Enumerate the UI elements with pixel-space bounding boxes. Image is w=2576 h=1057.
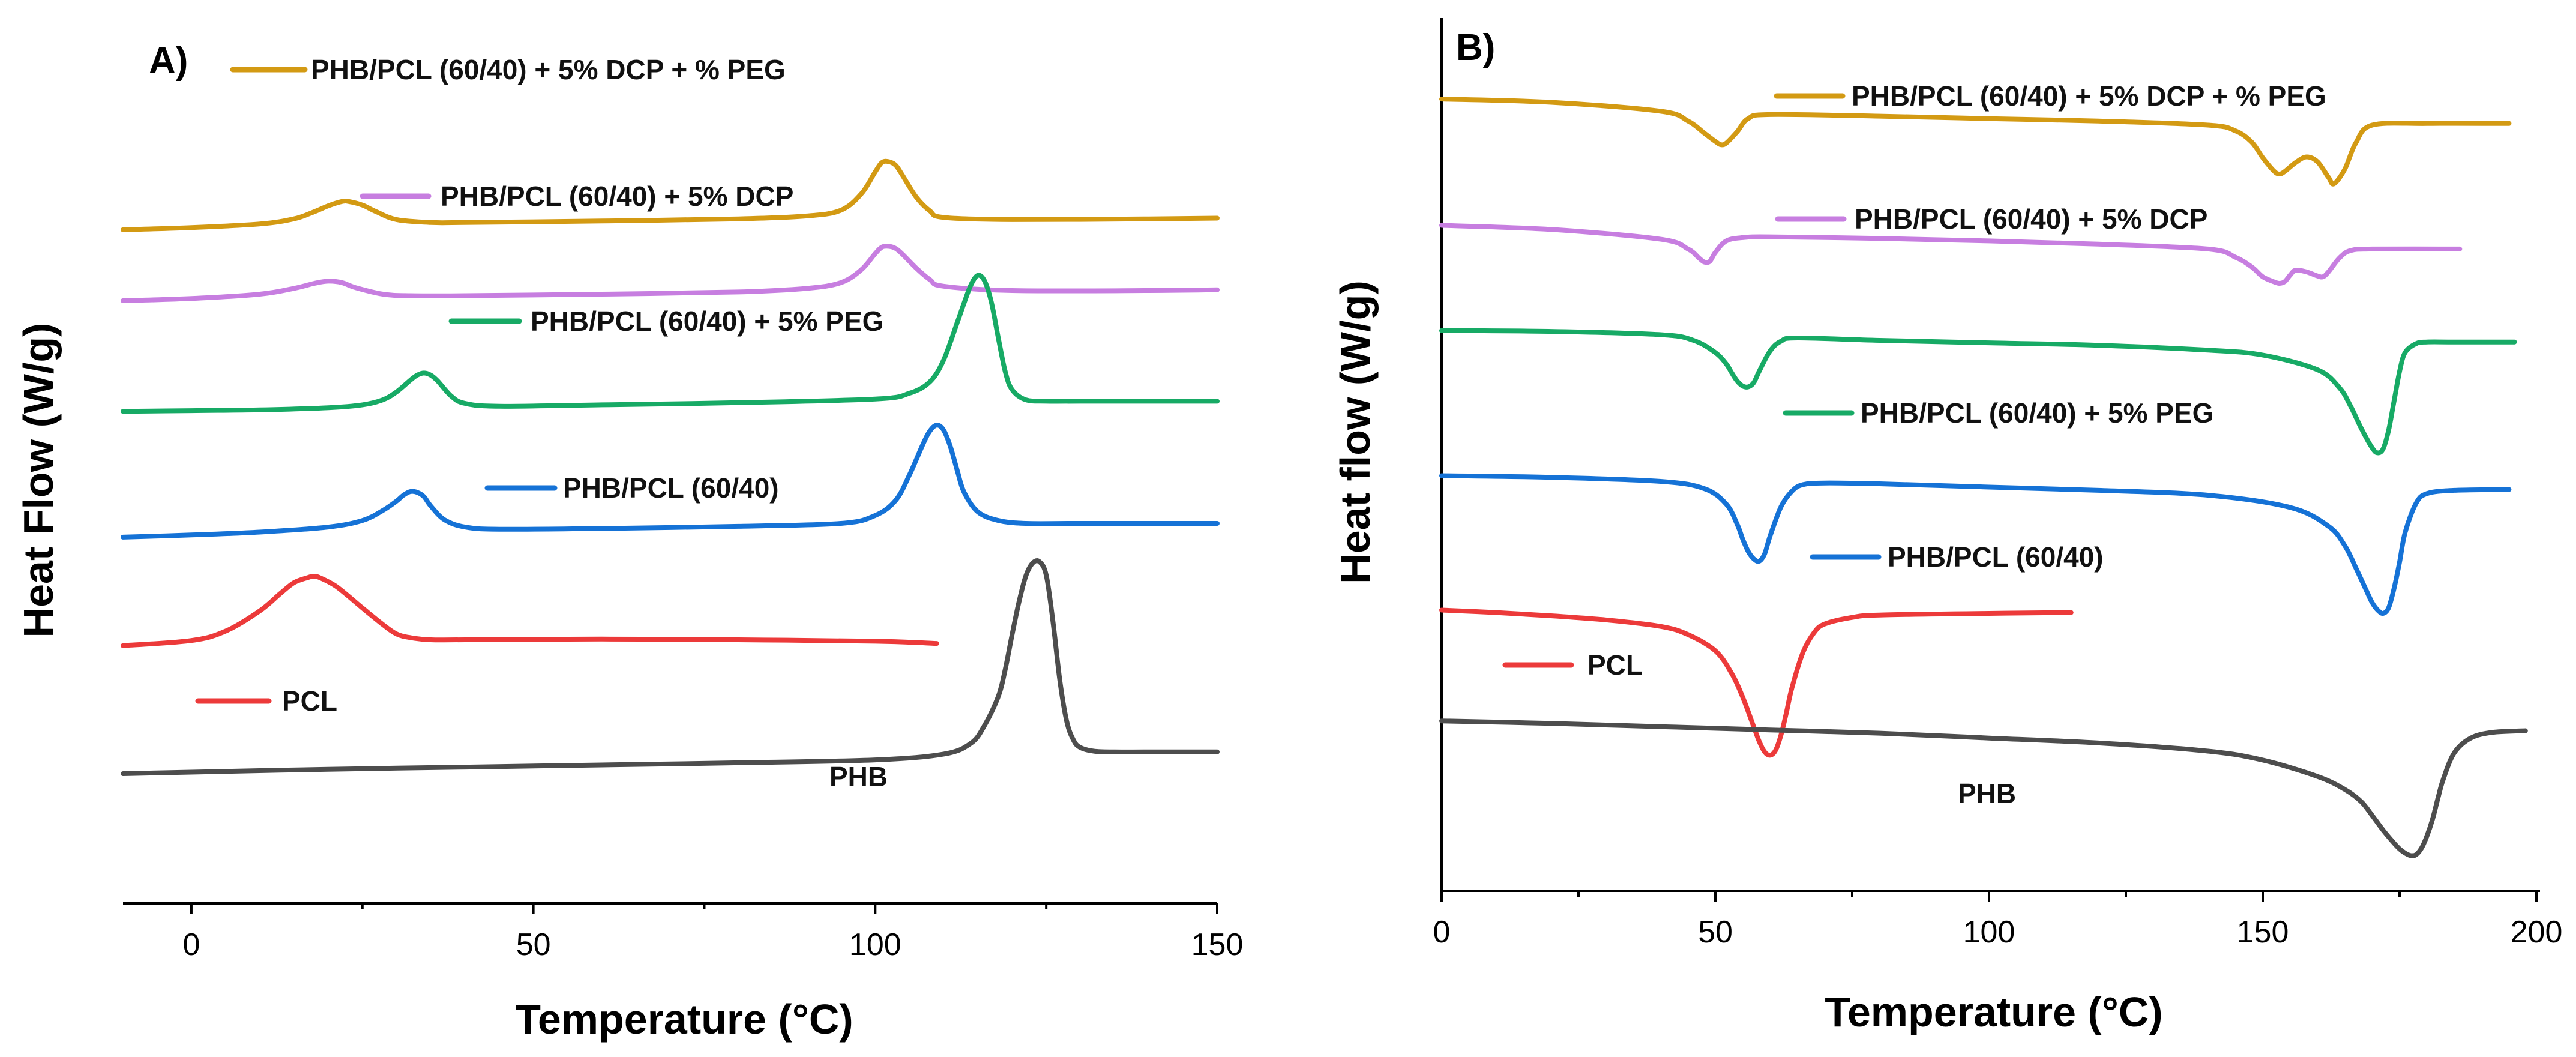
panel-b-legend-label-dcp: PHB/PCL (60/40) + 5% DCP	[1855, 203, 2207, 235]
panel-b-x-ticks: 0 50 100 150 200	[1433, 891, 2563, 950]
panel-b-series-pcl	[1439, 607, 2074, 758]
panel-a-chart: 0 50 100 150 A) Temperature (°C) Heat Flow …	[15, 40, 1243, 1043]
panel-a-legend-label-pcl: PCL	[282, 685, 337, 717]
panel-a-label: A)	[149, 40, 188, 82]
panel-a-series-phb-pcl-60-40-5-dcp	[121, 244, 1220, 303]
panel-b-label: B)	[1456, 27, 1495, 68]
panel-b-x-tick-label-150: 150	[2237, 915, 2289, 950]
panel-a-x-tick-label-150: 150	[1191, 927, 1244, 962]
panel-b-y-axis-title: Heat flow (W/g)	[1332, 280, 1379, 583]
panel-b-legend-label-dcp-peg: PHB/PCL (60/40) + 5% DCP + % PEG	[1852, 80, 2326, 112]
panel-a-series-phb	[121, 558, 1220, 776]
panel-a-series-pcl	[121, 573, 939, 648]
panel-a-legend-label-dcp: PHB/PCL (60/40) + 5% DCP	[441, 181, 793, 212]
panel-b-curves	[1439, 97, 2528, 858]
panel-b-x-tick-label-200: 200	[2511, 915, 2563, 950]
panel-a-series-phb-pcl-60-40-5-dcp-peg	[121, 158, 1220, 232]
panel-b-x-tick-label-50: 50	[1698, 915, 1733, 950]
panel-a-legend-label-dcp-peg: PHB/PCL (60/40) + 5% DCP + % PEG	[311, 54, 786, 85]
panel-b-legend-label-peg: PHB/PCL (60/40) + 5% PEG	[1861, 397, 2213, 429]
panel-b-x-tick-label-100: 100	[1963, 915, 2015, 950]
panel-a-legend: PHB/PCL (60/40) + 5% DCP + % PEG PHB/PCL…	[195, 54, 888, 792]
panel-a-x-axis-title: Temperature (°C)	[515, 996, 853, 1043]
panel-b-series-phb-pcl-60-40-5-peg	[1439, 328, 2517, 456]
panel-b-legend-label-blend: PHB/PCL (60/40)	[1888, 541, 2104, 573]
panel-b-x-tick-label-0: 0	[1433, 915, 1451, 950]
panel-a-legend-label-peg: PHB/PCL (60/40) + 5% PEG	[531, 306, 883, 337]
panel-b-legend-label-pcl: PCL	[1587, 649, 1643, 681]
panel-b-series-phb-pcl-60-40	[1439, 473, 2512, 616]
panel-a-x-tick-label-0: 0	[182, 927, 200, 962]
panel-b-series-phb	[1439, 718, 2528, 858]
panel-b-x-axis-title: Temperature (°C)	[1825, 989, 2162, 1035]
panel-a-y-axis-title: Heat Flow (W/g)	[15, 323, 62, 638]
panel-a-series-phb-pcl-60-40	[121, 423, 1220, 540]
panel-a-x-ticks: 0 50 100 150	[182, 903, 1243, 962]
panel-a-x-tick-label-100: 100	[849, 927, 901, 962]
panel-a-curves	[121, 158, 1220, 776]
panel-b-chart: 0 50 100 150 200 B) Temperature (°C) Heat fl…	[1332, 18, 2562, 1035]
panel-a-series-phb-pcl-60-40-5-peg	[121, 273, 1220, 414]
panel-a-x-tick-label-50: 50	[516, 927, 551, 962]
panel-b-series-phb-pcl-60-40-5-dcp	[1439, 223, 2463, 286]
panel-a-label-phb: PHB	[829, 761, 888, 792]
panel-b-label-phb: PHB	[1958, 778, 2016, 809]
panel-a-legend-label-blend: PHB/PCL (60/40)	[563, 472, 779, 504]
panel-b-legend: PHB/PCL (60/40) + 5% DCP + % PEG PHB/PCL…	[1502, 80, 2326, 809]
panel-b-series-phb-pcl-60-40-5-dcp-peg	[1439, 97, 2512, 187]
